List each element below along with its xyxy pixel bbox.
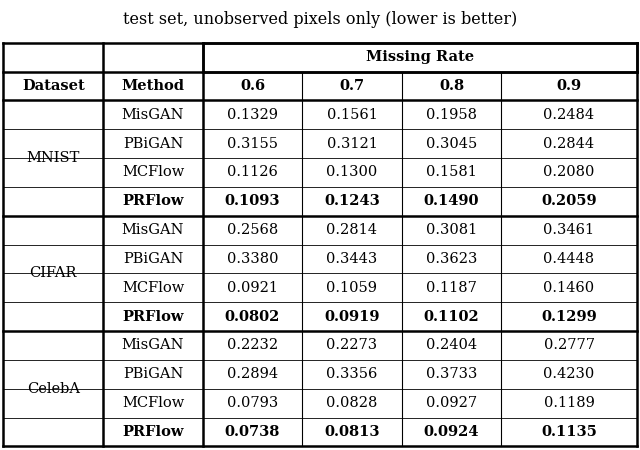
Text: 0.2273: 0.2273 xyxy=(326,338,378,352)
Text: MCFlow: MCFlow xyxy=(122,281,184,295)
Text: 0.3461: 0.3461 xyxy=(543,223,595,237)
Text: 0.1490: 0.1490 xyxy=(424,194,479,208)
Text: PRFlow: PRFlow xyxy=(122,194,184,208)
Text: 0.1460: 0.1460 xyxy=(543,281,595,295)
Text: 0.2777: 0.2777 xyxy=(543,338,595,352)
Text: 0.3121: 0.3121 xyxy=(326,137,378,151)
Text: 0.3443: 0.3443 xyxy=(326,252,378,266)
Text: 0.3356: 0.3356 xyxy=(326,367,378,381)
Text: MisGAN: MisGAN xyxy=(122,338,184,352)
Text: 0.7: 0.7 xyxy=(339,79,365,93)
Text: 0.1300: 0.1300 xyxy=(326,166,378,180)
Text: 0.0921: 0.0921 xyxy=(227,281,278,295)
Text: CelebA: CelebA xyxy=(27,382,80,396)
Text: 0.2080: 0.2080 xyxy=(543,166,595,180)
Text: 0.3733: 0.3733 xyxy=(426,367,477,381)
Text: 0.2404: 0.2404 xyxy=(426,338,477,352)
Text: 0.3380: 0.3380 xyxy=(227,252,278,266)
Text: MisGAN: MisGAN xyxy=(122,108,184,122)
Text: 0.1958: 0.1958 xyxy=(426,108,477,122)
Text: PBiGAN: PBiGAN xyxy=(123,137,183,151)
Text: MCFlow: MCFlow xyxy=(122,166,184,180)
Text: 0.3081: 0.3081 xyxy=(426,223,477,237)
Text: 0.1093: 0.1093 xyxy=(225,194,280,208)
Text: MNIST: MNIST xyxy=(27,151,80,165)
Text: 0.0793: 0.0793 xyxy=(227,396,278,410)
Text: CIFAR: CIFAR xyxy=(29,266,77,280)
Text: 0.0802: 0.0802 xyxy=(225,310,280,324)
Text: 0.0924: 0.0924 xyxy=(424,425,479,439)
Text: 0.4448: 0.4448 xyxy=(543,252,595,266)
Text: 0.8: 0.8 xyxy=(439,79,464,93)
Text: 0.0738: 0.0738 xyxy=(225,425,280,439)
Text: 0.2844: 0.2844 xyxy=(543,137,595,151)
Text: 0.1581: 0.1581 xyxy=(426,166,477,180)
Text: test set, unobserved pixels only (lower is better): test set, unobserved pixels only (lower … xyxy=(123,11,517,28)
Text: 0.9: 0.9 xyxy=(556,79,582,93)
Text: 0.2814: 0.2814 xyxy=(326,223,378,237)
Text: 0.1561: 0.1561 xyxy=(326,108,378,122)
Text: 0.3623: 0.3623 xyxy=(426,252,477,266)
Text: 0.1243: 0.1243 xyxy=(324,194,380,208)
Text: 0.0813: 0.0813 xyxy=(324,425,380,439)
Text: 0.1189: 0.1189 xyxy=(543,396,595,410)
Text: Missing Rate: Missing Rate xyxy=(365,50,474,64)
Text: 0.1135: 0.1135 xyxy=(541,425,597,439)
Text: 0.1187: 0.1187 xyxy=(426,281,477,295)
Text: PRFlow: PRFlow xyxy=(122,425,184,439)
Text: 0.0919: 0.0919 xyxy=(324,310,380,324)
Text: 0.3045: 0.3045 xyxy=(426,137,477,151)
Text: 0.2059: 0.2059 xyxy=(541,194,597,208)
Text: MisGAN: MisGAN xyxy=(122,223,184,237)
Text: 0.0927: 0.0927 xyxy=(426,396,477,410)
Text: 0.4230: 0.4230 xyxy=(543,367,595,381)
Text: 0.2894: 0.2894 xyxy=(227,367,278,381)
Text: 0.3155: 0.3155 xyxy=(227,137,278,151)
Text: 0.1299: 0.1299 xyxy=(541,310,597,324)
Text: PBiGAN: PBiGAN xyxy=(123,367,183,381)
Text: 0.2484: 0.2484 xyxy=(543,108,595,122)
Text: MCFlow: MCFlow xyxy=(122,396,184,410)
Text: 0.6: 0.6 xyxy=(240,79,265,93)
Text: 0.1059: 0.1059 xyxy=(326,281,378,295)
Text: PBiGAN: PBiGAN xyxy=(123,252,183,266)
Text: Dataset: Dataset xyxy=(22,79,84,93)
Text: 0.0828: 0.0828 xyxy=(326,396,378,410)
Text: 0.2232: 0.2232 xyxy=(227,338,278,352)
Text: 0.1329: 0.1329 xyxy=(227,108,278,122)
Text: PRFlow: PRFlow xyxy=(122,310,184,324)
Text: 0.1126: 0.1126 xyxy=(227,166,278,180)
Text: 0.2568: 0.2568 xyxy=(227,223,278,237)
Text: Method: Method xyxy=(122,79,184,93)
Text: 0.1102: 0.1102 xyxy=(424,310,479,324)
